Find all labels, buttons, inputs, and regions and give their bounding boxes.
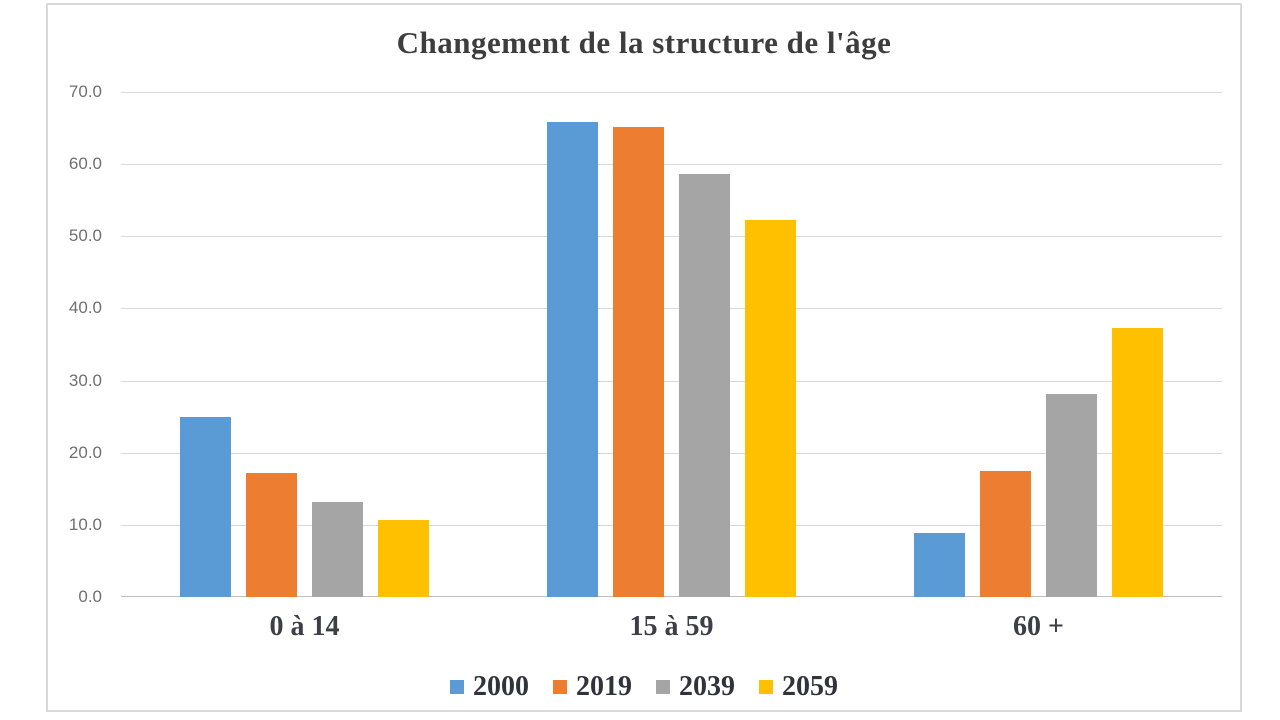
x-axis-line [121,596,1222,597]
legend-label: 2019 [576,671,632,702]
gridline-60 [121,164,1222,166]
legend-swatch-icon [656,680,670,694]
bar-2000-0à14 [180,416,231,597]
bar-2039-15à59 [679,174,730,597]
legend-item-2059: 2059 [759,672,838,702]
y-tick-label-20: 20.0 [68,442,102,462]
legend-item-2019: 2019 [553,672,632,702]
gridline-70 [121,92,1222,93]
gridline-40 [121,308,1222,310]
bar-2059-15à59 [745,220,796,597]
legend-swatch-icon [450,680,464,694]
legend-swatch-icon [553,680,567,694]
gridline-20 [121,452,1222,454]
x-category-label-1: 15 à 59 [629,611,714,642]
chart-frame: Changement de la structure de l'âge 0.0 1… [46,3,1242,712]
gridline-50 [121,236,1222,238]
y-tick-label-50: 50.0 [68,226,102,246]
x-category-label-2: 60 + [1013,611,1064,642]
legend-item-2039: 2039 [656,672,735,702]
chart-title: Changement de la structure de l'âge [396,25,892,60]
legend-label: 2000 [473,671,529,702]
y-tick-label-0: 0.0 [78,587,102,606]
y-tick-label-10: 10.0 [68,514,102,534]
x-category-label-0: 0 à 14 [269,611,340,642]
bar-2039-60+ [1046,394,1097,597]
legend-label: 2059 [782,671,838,702]
bar-2019-60+ [980,471,1031,597]
gridline-10 [121,524,1222,526]
plot-area [121,92,1222,597]
y-tick-label-70: 70.0 [68,82,102,101]
legend: 2000 2019 2039 2059 [48,669,1240,705]
bar-2039-0à14 [312,502,363,597]
bar-2019-15à59 [613,126,664,597]
legend-swatch-icon [759,680,773,694]
legend-label: 2039 [679,671,735,702]
gridline-30 [121,380,1222,382]
y-tick-label-30: 30.0 [68,370,102,390]
legend-item-2000: 2000 [450,672,529,702]
bar-2000-60+ [914,532,965,597]
bar-2019-0à14 [246,472,297,597]
y-tick-label-40: 40.0 [68,298,102,318]
bar-2000-15à59 [547,122,598,597]
y-tick-label-60: 60.0 [68,154,102,174]
bar-2059-0à14 [378,519,429,597]
bar-2059-60+ [1112,327,1163,597]
